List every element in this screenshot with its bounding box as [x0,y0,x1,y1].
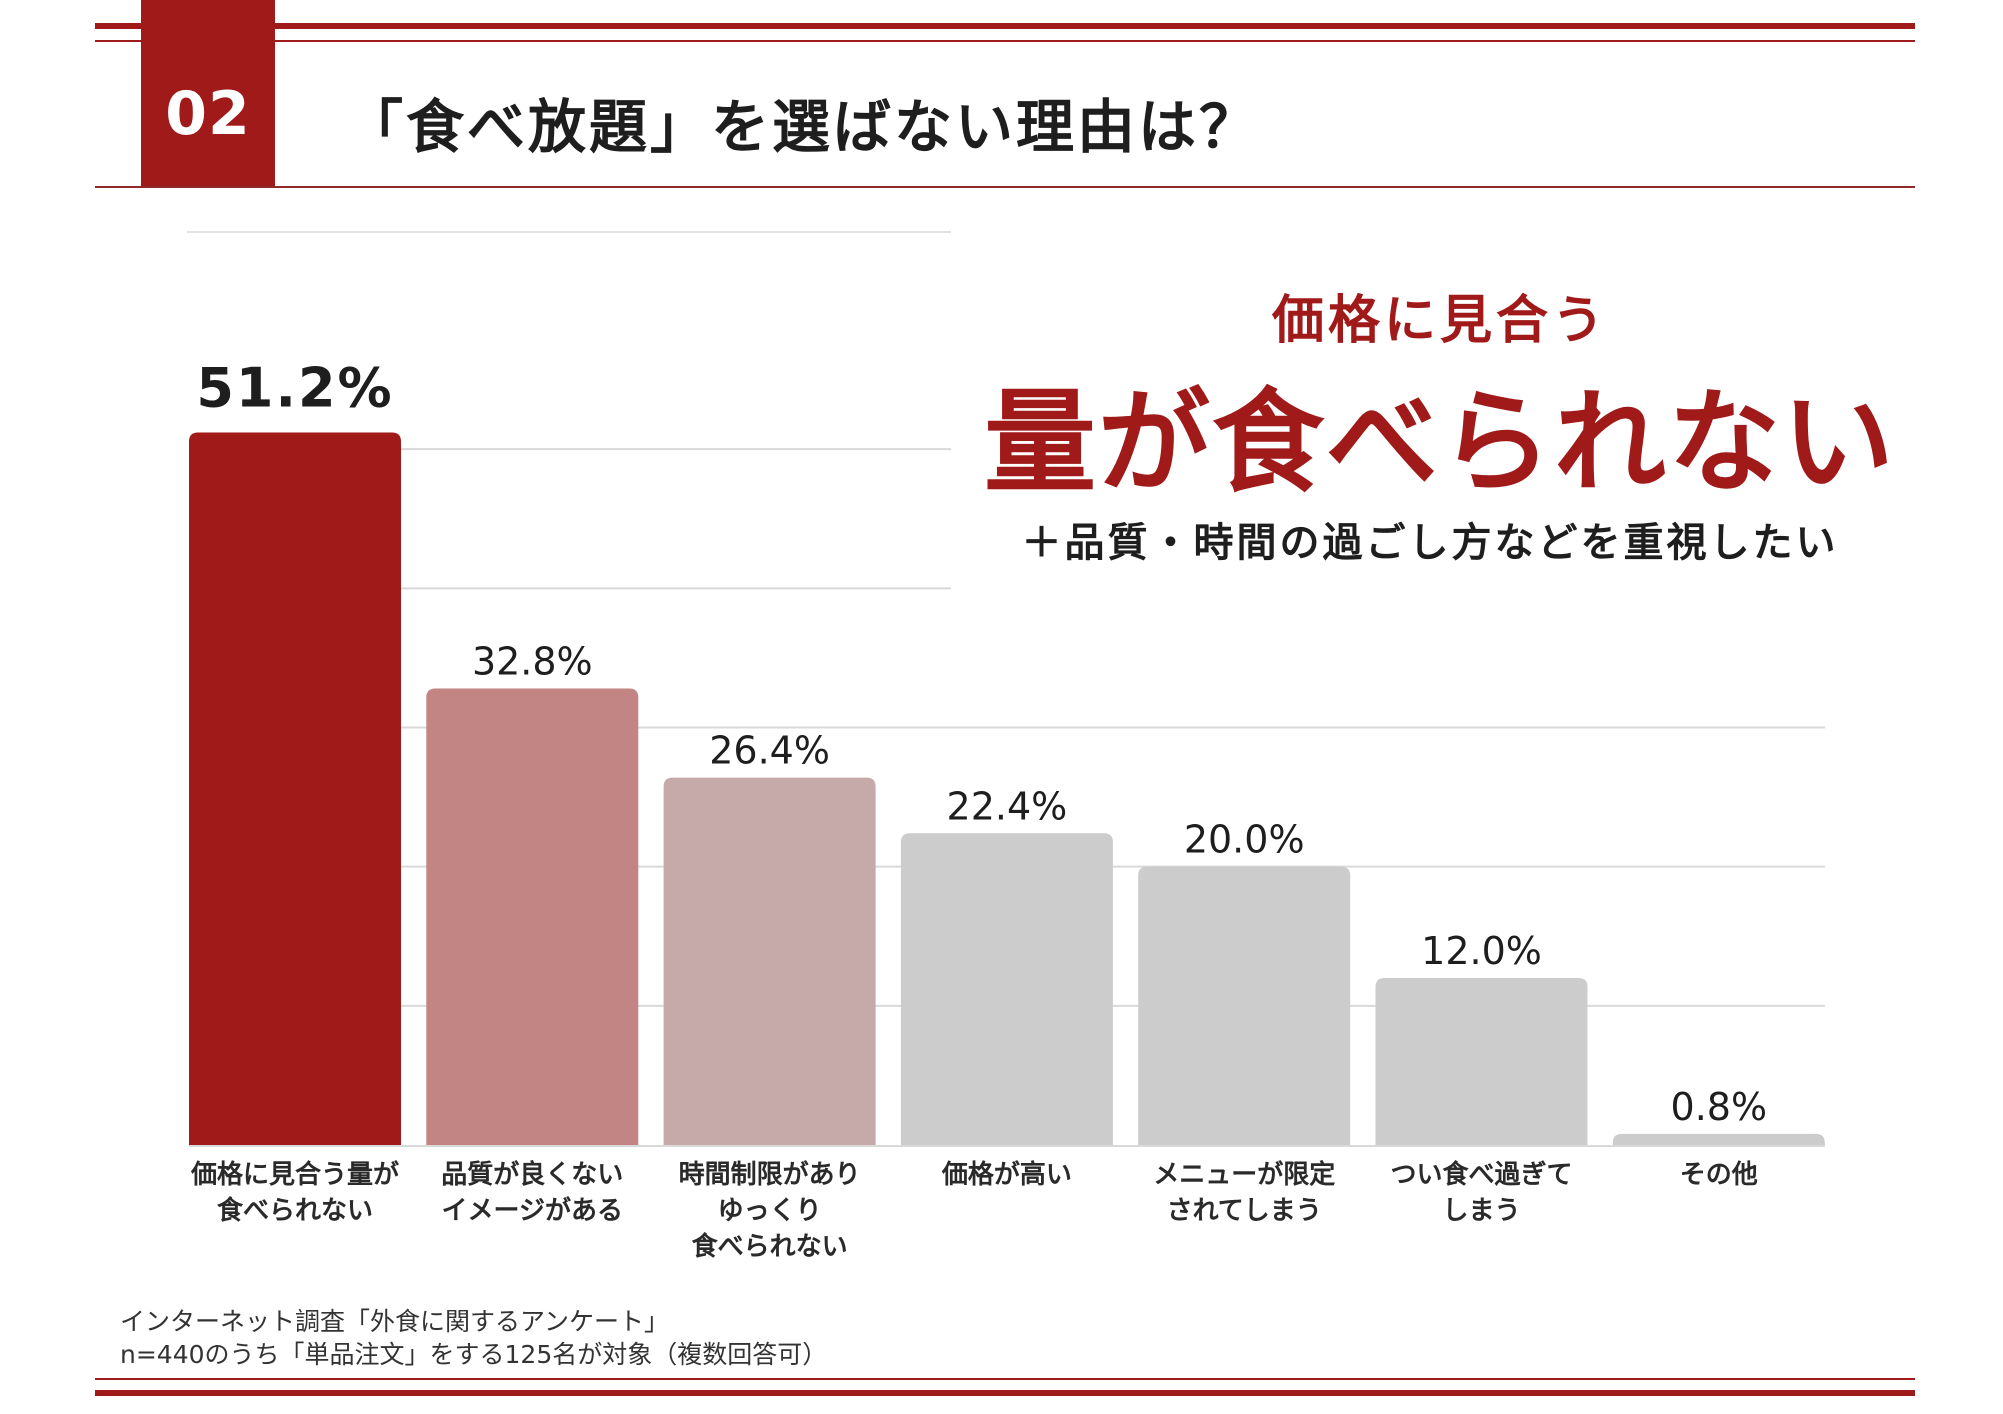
top-gridline [187,231,951,233]
header-divider [95,186,1915,188]
category-label-2: イメージがある [442,1195,623,1226]
survey-footnote: インターネット調査「外食に関するアンケート」 n=440のうち「単品注文」をする… [120,1305,827,1371]
bars [189,432,1825,1145]
bar-3 [663,777,876,1145]
footnote-line-1: インターネット調査「外食に関するアンケート」 [120,1307,670,1336]
top-rule-thick [95,23,1915,29]
category-label-5: メニューが限定 [1153,1159,1335,1190]
category-label-1: 食べられない [217,1195,373,1226]
bar-5 [1138,866,1351,1145]
callout-subheading: 価格に見合う [1271,291,1609,351]
value-labels: 51.2% 32.8% 26.4% 22.4% 20.0% 12.0% 0.8% [196,356,1767,1128]
category-label-7: その他 [1680,1160,1758,1190]
bar-1 [189,432,401,1145]
category-label-6: つい食べ過ぎて [1390,1159,1572,1190]
value-label-4: 22.4% [947,784,1068,828]
bar-2 [426,688,639,1145]
bottom-rule-thick [95,1390,1915,1396]
value-label-1: 51.2% [196,356,393,419]
callout-heading: 量が食べられない [984,378,1896,508]
category-label-1: 価格に見合う量が [190,1159,399,1190]
category-label-5: されてしまう [1167,1196,1322,1226]
category-labels: 価格に見合う量が食べられない品質が良くないイメージがある時間制限がありゆっくり食… [190,1159,1758,1262]
value-label-7: 0.8% [1671,1085,1768,1129]
bar-4 [900,833,1113,1145]
category-label-6: しまう [1442,1196,1520,1226]
footnote-line-2: n=440のうち「単品注文」をする125名が対象（複数回答可） [120,1340,828,1369]
bottom-rule-thin [95,1378,1915,1380]
section-number: 02 [165,79,251,149]
bar-6 [1375,978,1588,1145]
category-label-4: 価格が高い [941,1159,1072,1190]
category-label-2: 品質が良くない [441,1159,623,1190]
top-rule-thin [95,40,1915,42]
bar-7 [1612,1133,1825,1145]
category-label-3: ゆっくり [718,1196,822,1226]
category-label-3: 食べられない [692,1231,848,1262]
callout-note: ＋品質・時間の過ごし方などを重視したい [1021,520,1839,566]
value-label-6: 12.0% [1421,929,1542,973]
category-label-3: 時間制限があり [679,1159,861,1190]
value-label-5: 20.0% [1184,818,1305,862]
page-title: 「食べ放題」を選ばない理由は？ [345,93,1261,161]
value-label-3: 26.4% [709,729,830,773]
section-number-badge: 02 [141,0,275,187]
value-label-2: 32.8% [472,640,593,684]
